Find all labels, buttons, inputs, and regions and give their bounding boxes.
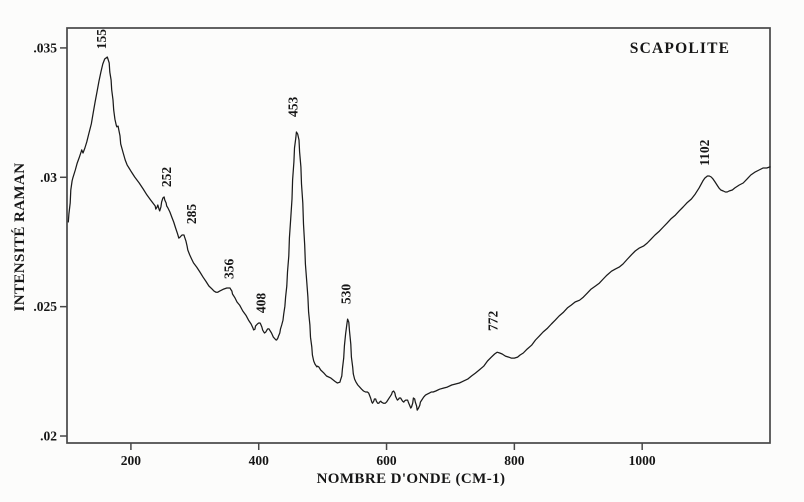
- x-axis-tick-label: 1000: [629, 453, 656, 468]
- peak-label-408: 408: [254, 293, 269, 314]
- y-axis-title: INTENSITÉ RAMAN: [12, 162, 28, 312]
- peak-label-530: 530: [339, 284, 354, 305]
- x-axis-title: NOMBRE D'ONDE (CM-1): [316, 471, 506, 487]
- peak-label-356: 356: [222, 259, 237, 280]
- peak-label-285: 285: [184, 204, 199, 225]
- y-axis-tick-label: .035: [33, 40, 57, 55]
- x-axis-tick-label: 600: [376, 453, 397, 468]
- peak-label-453: 453: [286, 97, 301, 118]
- y-axis-tick-label: .025: [33, 299, 57, 314]
- peak-label-155: 155: [94, 29, 109, 50]
- scapolite-raman-spectrum-curve: [67, 56, 771, 411]
- x-axis-tick-label: 400: [249, 453, 270, 468]
- y-axis-tick-label: .02: [40, 429, 57, 444]
- peak-label-772: 772: [486, 311, 501, 332]
- plot-frame: [66, 27, 771, 444]
- x-axis-tick-label: 200: [121, 453, 142, 468]
- x-axis-tick-label: 800: [504, 453, 525, 468]
- y-axis-tick-label: .03: [40, 170, 57, 185]
- chart-title: SCAPOLITE: [629, 40, 731, 57]
- peak-label-252: 252: [159, 167, 174, 188]
- peak-label-1102: 1102: [697, 139, 712, 166]
